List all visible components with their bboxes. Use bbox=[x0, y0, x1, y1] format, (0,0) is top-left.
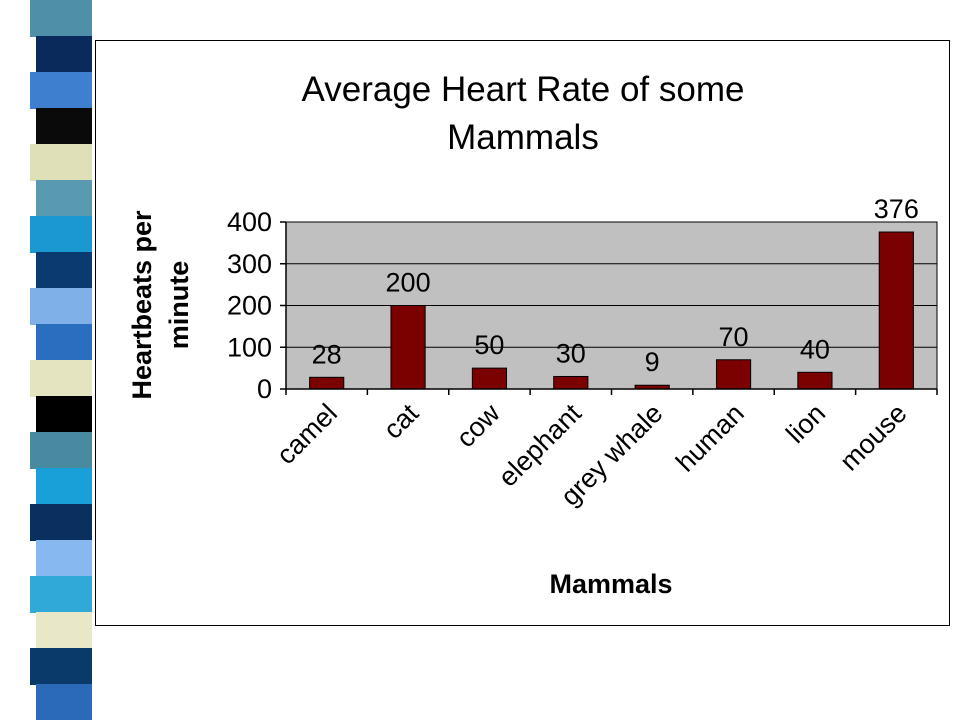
x-tick-label: cat bbox=[378, 398, 425, 445]
y-tick-label: 400 bbox=[227, 207, 272, 237]
y-tick-label: 100 bbox=[227, 332, 272, 362]
data-label: 376 bbox=[874, 194, 919, 224]
bar-human bbox=[715, 359, 752, 390]
stripe-segment bbox=[30, 288, 92, 325]
data-label: 30 bbox=[556, 338, 586, 368]
y-axis-title-line-1: Heartbeats per bbox=[127, 210, 157, 400]
bar-mouse bbox=[878, 231, 914, 390]
chart-title-line-2: Mammals bbox=[447, 118, 599, 157]
stripe-segment bbox=[36, 252, 92, 289]
data-label: 40 bbox=[800, 334, 830, 364]
stripe-segment bbox=[30, 504, 92, 541]
bar-camel bbox=[309, 376, 345, 390]
decorative-stripe bbox=[30, 0, 92, 720]
axes bbox=[280, 221, 938, 395]
data-label: 200 bbox=[386, 268, 431, 298]
y-tick-label: 200 bbox=[227, 291, 272, 321]
stripe-segment bbox=[30, 576, 92, 613]
stripe-segment bbox=[36, 36, 92, 73]
stripe-segment bbox=[36, 684, 92, 720]
bar-cow bbox=[471, 367, 508, 390]
x-axis-title: Mammals bbox=[549, 569, 672, 599]
bar-lion bbox=[797, 371, 833, 390]
stripe-segment bbox=[30, 144, 92, 181]
data-label: 50 bbox=[474, 330, 504, 360]
stripe-segment bbox=[30, 360, 92, 397]
bar-cat bbox=[390, 305, 426, 390]
stripe-segment bbox=[30, 0, 92, 37]
x-tick-label: cow bbox=[451, 398, 507, 454]
x-tick-label: camel bbox=[271, 398, 343, 470]
y-tick-label: 300 bbox=[227, 249, 272, 279]
bars bbox=[309, 231, 914, 390]
data-label: 28 bbox=[312, 339, 342, 369]
data-label: 9 bbox=[645, 347, 660, 377]
x-tick-label: lion bbox=[780, 398, 831, 449]
bar-chart: Average Heart Rate of some Mammals 28 200… bbox=[127, 70, 938, 599]
data-labels: 28 200 50 30 9 70 40 376 bbox=[312, 194, 919, 377]
stripe-segment bbox=[36, 180, 92, 217]
chart-title-line-1: Average Heart Rate of some bbox=[302, 70, 745, 109]
stripe-segment bbox=[36, 540, 92, 577]
y-tick-labels: 0 100 200 300 400 bbox=[227, 207, 272, 404]
x-tick-label: mouse bbox=[834, 398, 913, 477]
y-axis-title-line-2: minute bbox=[164, 261, 194, 350]
stripe-segment bbox=[36, 324, 92, 361]
stripe-segment bbox=[30, 432, 92, 469]
stripe-segment bbox=[36, 612, 92, 649]
stripe-segment bbox=[30, 72, 92, 109]
chart-frame: Average Heart Rate of some Mammals 28 200… bbox=[95, 40, 950, 626]
stripe-segment bbox=[30, 216, 92, 253]
bar-elephant bbox=[553, 375, 589, 390]
stripe-segment bbox=[30, 648, 92, 685]
stripe-segment bbox=[36, 396, 92, 433]
x-tick-label: human bbox=[670, 398, 750, 478]
stripe-segment bbox=[36, 468, 92, 505]
data-label: 70 bbox=[719, 322, 749, 352]
stripe-segment bbox=[36, 108, 92, 145]
y-tick-label: 0 bbox=[257, 374, 272, 404]
